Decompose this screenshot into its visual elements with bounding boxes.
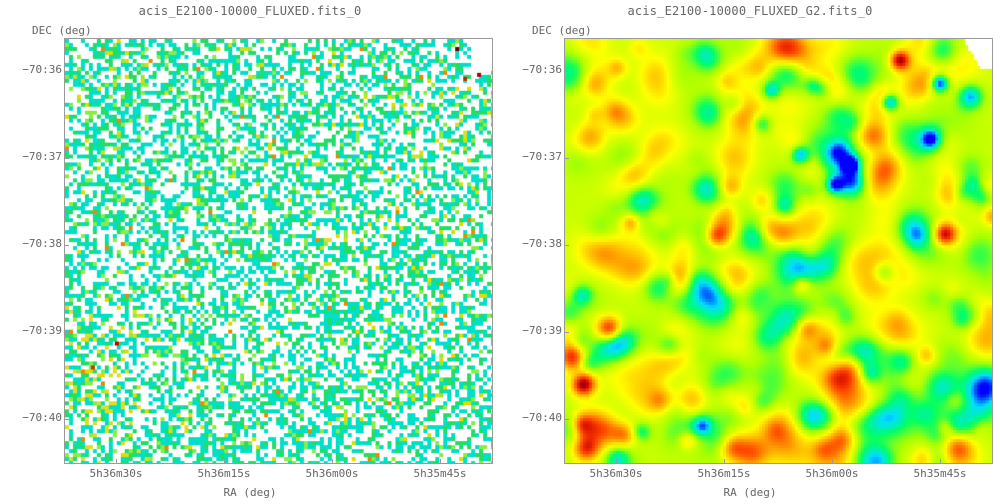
y-tick-mark [64, 245, 69, 246]
y-tick-label: −70:40 [22, 411, 62, 424]
x-tick-label: 5h35m45s [413, 467, 467, 480]
x-tick-mark [616, 459, 617, 464]
y-tick-mark [64, 332, 69, 333]
panel-title: acis_E2100-10000_FLUXED.fits_0 [138, 4, 362, 18]
x-tick-label: 5h36m30s [589, 467, 643, 480]
y-tick-label: −70:36 [22, 63, 62, 76]
x-tick-label: 5h36m00s [305, 467, 359, 480]
y-tick-mark [64, 158, 69, 159]
y-tick-mark [564, 419, 569, 420]
x-tick-label: 5h36m15s [697, 467, 751, 480]
y-tick-mark [564, 245, 569, 246]
panel-title: acis_E2100-10000_FLUXED_G2.fits_0 [627, 4, 873, 18]
y-tick-label: −70:39 [522, 324, 562, 337]
left-image-panel: acis_E2100-10000_FLUXED.fits_0 DEC (deg)… [22, 4, 493, 499]
x-tick-label: 5h36m30s [89, 467, 143, 480]
fluxed-image[interactable] [65, 39, 492, 463]
x-tick-mark [116, 459, 117, 464]
y-tick-label: −70:38 [22, 237, 62, 250]
y-tick-label: −70:37 [522, 150, 562, 163]
smoothed-image[interactable] [565, 39, 992, 463]
right-image-panel: acis_E2100-10000_FLUXED_G2.fits_0 DEC (d… [500, 0, 1000, 504]
y-tick-mark [64, 419, 69, 420]
y-tick-label: −70:39 [22, 324, 62, 337]
image-plot-area[interactable] [564, 38, 993, 464]
y-tick-mark [64, 71, 69, 72]
y-axis-label: DEC (deg) [32, 24, 92, 37]
y-tick-label: −70:36 [522, 63, 562, 76]
x-tick-mark [832, 459, 833, 464]
y-tick-mark [564, 158, 569, 159]
x-tick-label: 5h35m45s [913, 467, 967, 480]
y-tick-mark [564, 71, 569, 72]
x-axis-label: RA (deg) [223, 486, 277, 499]
y-tick-mark [564, 332, 569, 333]
image-plot-area[interactable] [64, 38, 493, 464]
x-tick-mark [724, 459, 725, 464]
x-tick-label: 5h36m00s [805, 467, 859, 480]
x-axis-label: RA (deg) [723, 486, 777, 499]
y-tick-label: −70:38 [522, 237, 562, 250]
y-axis-label: DEC (deg) [532, 24, 592, 37]
x-tick-label: 5h36m15s [197, 467, 251, 480]
y-tick-label: −70:37 [22, 150, 62, 163]
x-tick-mark [440, 459, 441, 464]
y-tick-label: −70:40 [522, 411, 562, 424]
x-tick-mark [332, 459, 333, 464]
x-tick-mark [224, 459, 225, 464]
x-tick-mark [940, 459, 941, 464]
